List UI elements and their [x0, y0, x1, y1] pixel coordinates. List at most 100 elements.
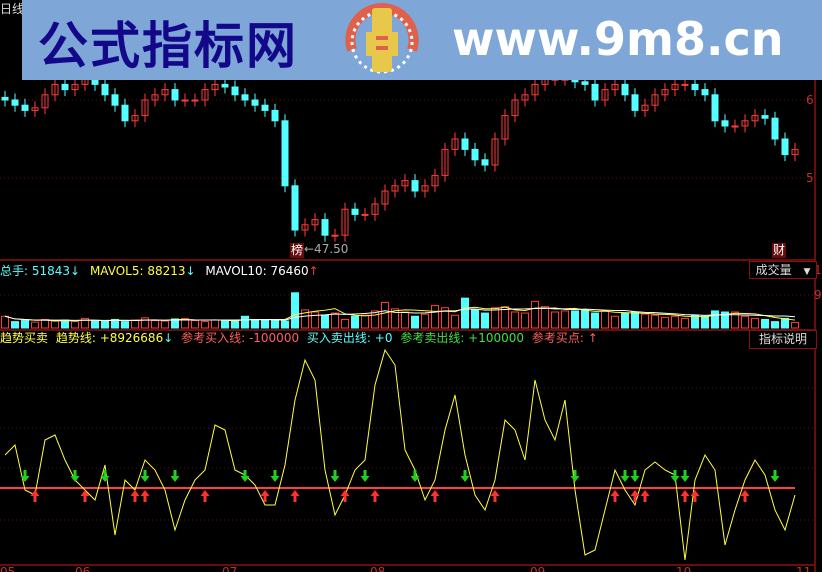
volume-bar: [421, 313, 429, 329]
watermark-banner: 公式指标网 www.9m8.cn: [22, 0, 822, 80]
buy-arrow-up-icon: [80, 490, 90, 502]
candle-body: [711, 94, 719, 122]
sell-arrow-down-icon: [170, 470, 180, 482]
buy-arrow-up-icon: [610, 490, 620, 502]
candle-body: [611, 83, 619, 91]
candle: [611, 77, 619, 97]
candle-body: [271, 109, 279, 122]
volume-bar: [121, 321, 129, 329]
x-axis-label: 09: [530, 565, 545, 572]
candle-body: [761, 115, 769, 119]
mid-line-value: 买入卖出线: +0: [306, 331, 393, 345]
indicator-help-button[interactable]: 指标说明: [749, 330, 817, 349]
candle: [321, 213, 329, 242]
candle: [671, 77, 679, 97]
candle-body: [321, 219, 329, 236]
volume-bar: [261, 319, 269, 329]
buy-arrow-up-icon: [140, 490, 150, 502]
volume-bar: [791, 321, 799, 329]
candle-body: [311, 219, 319, 226]
volume-bar: [141, 317, 149, 329]
candle-body: [781, 138, 789, 156]
candle: [591, 77, 599, 107]
trend-line: [4, 348, 796, 561]
candle: [11, 93, 19, 112]
candle-body: [221, 83, 229, 88]
volume-bar: [781, 317, 789, 329]
sell-arrow-down-icon: [630, 470, 640, 482]
candle-body: [581, 81, 589, 85]
candle: [151, 88, 159, 107]
candle: [281, 114, 289, 193]
arrow-down-icon: ↓: [163, 331, 174, 345]
volume-bar: [601, 310, 609, 329]
volume-bar: [91, 320, 99, 329]
candle: [441, 142, 449, 182]
volume-bar: [281, 320, 289, 329]
volume-bar: [71, 321, 79, 329]
volume-bar: [401, 311, 409, 329]
period-label[interactable]: 日线: [0, 2, 25, 16]
candle: [411, 174, 419, 198]
volume-bar: [671, 315, 679, 329]
volume-bar: [621, 312, 629, 329]
finance-tag[interactable]: 财: [772, 243, 787, 258]
volume-bar: [631, 311, 639, 329]
candle: [111, 88, 119, 112]
volume-bar: [571, 310, 579, 329]
volume-bar: [151, 320, 159, 329]
candle: [141, 93, 149, 123]
sell-arrow-down-icon: [140, 470, 150, 482]
arrow-down-icon: ↓: [70, 264, 81, 278]
volume-indicator-selector[interactable]: 成交量 ▼: [749, 261, 817, 279]
candle: [401, 174, 409, 193]
candle: [31, 101, 39, 117]
candle: [21, 98, 29, 117]
banner-url: www.9m8.cn: [452, 12, 784, 66]
arrow-up-icon: ↑: [308, 264, 319, 278]
candle: [701, 83, 709, 102]
candle: [201, 83, 209, 107]
candle-body: [381, 190, 389, 205]
low-price-marker: ←47.50: [304, 242, 349, 256]
volume-bar: [271, 320, 279, 329]
candle: [721, 114, 729, 133]
candle: [741, 114, 749, 133]
sell-arrow-down-icon: [240, 470, 250, 482]
candle: [371, 197, 379, 221]
sell-arrow-down-icon: [680, 470, 690, 482]
candle-body: [391, 185, 399, 192]
mavol10-line: [4, 307, 796, 322]
rank-tag[interactable]: 榜: [290, 243, 305, 258]
selector-label: 成交量: [755, 263, 792, 277]
sell-arrow-down-icon: [460, 470, 470, 482]
volume-bar: [331, 312, 339, 329]
candle-body: [161, 89, 169, 96]
candle-body: [441, 148, 449, 176]
volume-bar: [751, 317, 759, 329]
candle: [161, 83, 169, 102]
candle-body: [741, 120, 749, 127]
volume-bar: [471, 309, 479, 329]
candle: [251, 93, 259, 112]
candle-body: [21, 104, 29, 111]
candle-body: [291, 185, 299, 231]
volume-header: 总手: 51843↓ MAVOL5: 88213↓ MAVOL10: 76460…: [0, 264, 319, 278]
indicator-name[interactable]: 趋势买卖: [0, 331, 49, 345]
candle: [51, 77, 59, 102]
candle-body: [171, 89, 179, 101]
volume-bar: [11, 321, 19, 329]
volume-bar: [691, 314, 699, 329]
buy-arrow-up-icon: [370, 490, 380, 502]
buy-arrow-up-icon: [630, 490, 640, 502]
candle-body: [671, 83, 679, 91]
candle-body: [211, 83, 219, 91]
candle: [691, 77, 699, 97]
volume-bar: [461, 297, 469, 329]
trend-value: 趋势线: +8926686: [55, 331, 164, 345]
candle: [291, 179, 299, 237]
candle-body: [621, 83, 629, 96]
sell-arrow-down-icon: [70, 470, 80, 482]
